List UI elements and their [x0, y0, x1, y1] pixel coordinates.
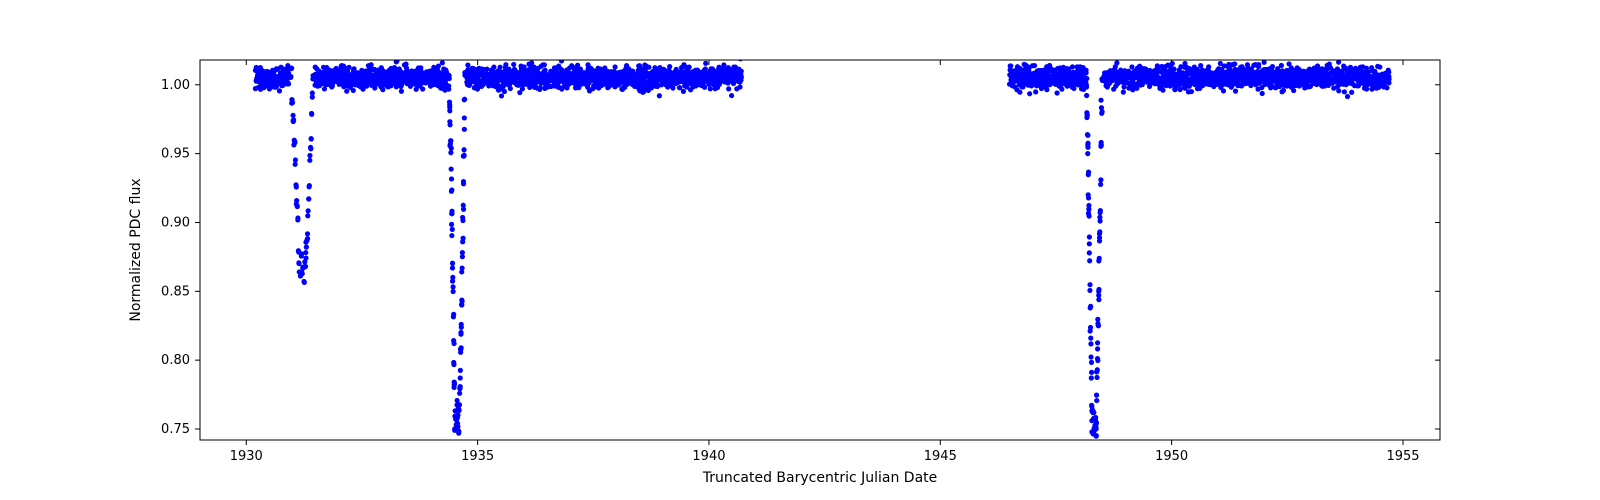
x-tick-label: 1935 — [461, 449, 494, 464]
x-tick-label: 1955 — [1386, 449, 1419, 464]
plot-border — [200, 60, 1440, 440]
y-tick-label: 0.80 — [161, 353, 190, 368]
y-tick-label: 0.95 — [161, 147, 190, 162]
x-tick-label: 1945 — [924, 449, 957, 464]
chart-svg: 1930 1935 1940 1945 1950 1955 0.75 0.80 0.85 0.90… — [0, 0, 1600, 500]
x-tick-label: 1950 — [1155, 449, 1188, 464]
x-tick-label: 1930 — [230, 449, 263, 464]
light-curve-chart: 1930 1935 1940 1945 1950 1955 0.75 0.80 0.85 0.90… — [0, 0, 1600, 500]
data-points — [253, 55, 1392, 439]
x-tick-label: 1940 — [692, 449, 725, 464]
y-tick-label: 0.85 — [161, 284, 190, 299]
y-axis-label: Normalized PDC flux — [128, 178, 144, 321]
y-tick-label: 0.90 — [161, 215, 190, 230]
x-axis-label: Truncated Barycentric Julian Date — [702, 470, 938, 486]
y-tick-label: 0.75 — [161, 422, 190, 437]
y-tick-label: 1.00 — [161, 78, 190, 93]
